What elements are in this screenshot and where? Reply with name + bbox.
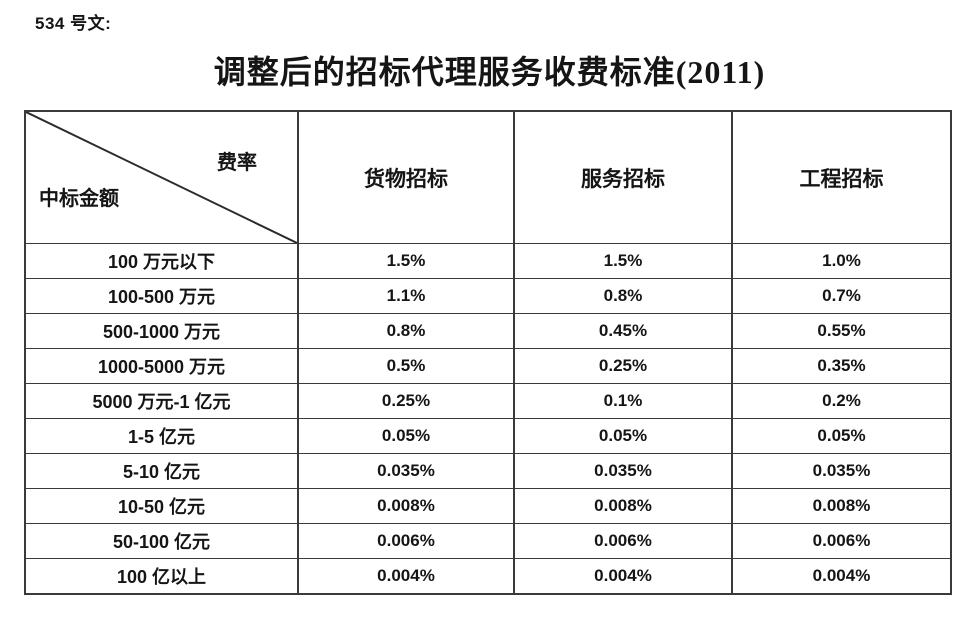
corner-label-bid-amount: 中标金额 [39, 188, 119, 210]
table-row: 5000 万元-1 亿元 0.25% 0.1% 0.2% [24, 383, 952, 419]
table-cell: 0.5% [297, 348, 515, 384]
table-cell: 0.035% [731, 453, 952, 489]
table-row: 10-50 亿元 0.008% 0.008% 0.008% [24, 488, 952, 524]
table-row: 100-500 万元 1.1% 0.8% 0.7% [24, 278, 952, 314]
table-cell: 0.05% [297, 418, 515, 454]
table-row: 5-10 亿元 0.035% 0.035% 0.035% [24, 453, 952, 489]
table-cell: 0.35% [731, 348, 952, 384]
table-cell: 0.006% [297, 523, 515, 559]
page-title: 调整后的招标代理服务收费标准(2011) [213, 54, 766, 90]
corner-label-fee-rate: 费率 [217, 152, 257, 174]
column-header-services: 服务招标 [513, 110, 733, 244]
table-row: 50-100 亿元 0.006% 0.006% 0.006% [24, 523, 952, 559]
table-cell: 0.035% [297, 453, 515, 489]
table-cell: 0.25% [513, 348, 733, 384]
table-cell: 1.5% [513, 243, 733, 279]
table-cell: 0.05% [731, 418, 952, 454]
table-cell: 0.006% [731, 523, 952, 559]
table-cell: 1.0% [731, 243, 952, 279]
table-cell: 0.008% [297, 488, 515, 524]
table-cell: 0.55% [731, 313, 952, 349]
table-cell: 0.25% [297, 383, 515, 419]
row-label: 100-500 万元 [24, 278, 299, 314]
row-label: 50-100 亿元 [24, 523, 299, 559]
table-cell: 0.8% [297, 313, 515, 349]
table-cell: 0.1% [513, 383, 733, 419]
table-row: 100 万元以下 1.5% 1.5% 1.0% [24, 243, 952, 279]
table-cell: 0.7% [731, 278, 952, 314]
row-label: 100 亿以上 [24, 558, 299, 594]
table-cell: 1.1% [297, 278, 515, 314]
row-label: 5000 万元-1 亿元 [24, 383, 299, 419]
table-cell: 0.004% [297, 558, 515, 594]
table-cell: 0.008% [513, 488, 733, 524]
diagonal-divider-line [26, 112, 297, 243]
row-label: 1-5 亿元 [24, 418, 299, 454]
doc-number-label: 534 号文: [35, 14, 112, 33]
row-label: 5-10 亿元 [24, 453, 299, 489]
corner-header-cell: 费率 中标金额 [24, 110, 299, 244]
column-header-engineering: 工程招标 [731, 110, 952, 244]
table-header-row: 费率 中标金额 货物招标 服务招标 工程招标 [24, 110, 952, 244]
table-row: 1-5 亿元 0.05% 0.05% 0.05% [24, 418, 952, 454]
table-row: 100 亿以上 0.004% 0.004% 0.004% [24, 558, 952, 594]
table-cell: 1.5% [297, 243, 515, 279]
column-header-goods: 货物招标 [297, 110, 515, 244]
row-label: 1000-5000 万元 [24, 348, 299, 384]
table-row: 500-1000 万元 0.8% 0.45% 0.55% [24, 313, 952, 349]
table-row: 1000-5000 万元 0.5% 0.25% 0.35% [24, 348, 952, 384]
row-label: 500-1000 万元 [24, 313, 299, 349]
table-cell: 0.2% [731, 383, 952, 419]
row-label: 10-50 亿元 [24, 488, 299, 524]
table-cell: 0.035% [513, 453, 733, 489]
fee-rate-table: 费率 中标金额 货物招标 服务招标 工程招标 100 万元以下 1.5% 1.5… [24, 110, 952, 595]
table-cell: 0.006% [513, 523, 733, 559]
table-cell: 0.8% [513, 278, 733, 314]
table-cell: 0.05% [513, 418, 733, 454]
table-cell: 0.004% [513, 558, 733, 594]
table-cell: 0.45% [513, 313, 733, 349]
row-label: 100 万元以下 [24, 243, 299, 279]
table-cell: 0.004% [731, 558, 952, 594]
table-cell: 0.008% [731, 488, 952, 524]
